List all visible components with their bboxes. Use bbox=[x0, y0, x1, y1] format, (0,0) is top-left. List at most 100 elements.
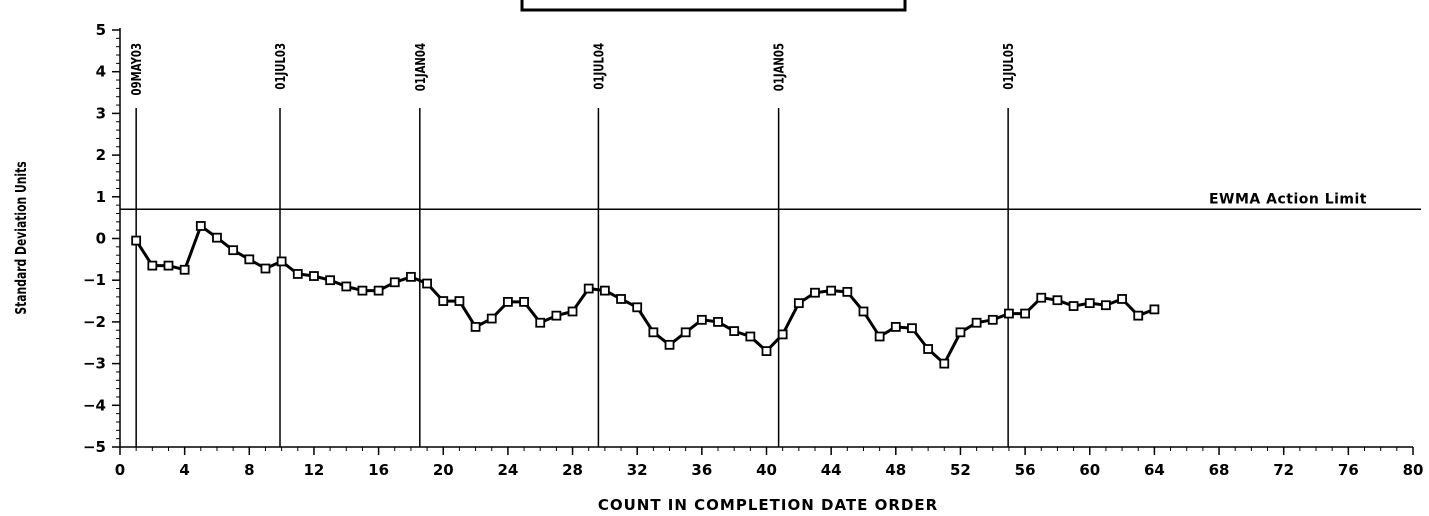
data-point-marker bbox=[987, 314, 998, 325]
series-layer bbox=[131, 221, 1160, 369]
data-point-marker bbox=[389, 277, 400, 288]
data-point-marker bbox=[195, 221, 206, 231]
data-point-marker bbox=[260, 263, 271, 274]
action-limit-label: EWMA Action Limit bbox=[1209, 191, 1367, 207]
x-tick-label: 4 bbox=[179, 461, 189, 479]
data-point-marker bbox=[1133, 310, 1144, 321]
data-point-marker bbox=[406, 271, 416, 282]
y-tick-label: −4 bbox=[83, 396, 106, 414]
data-point-marker bbox=[276, 256, 287, 267]
data-point-marker bbox=[535, 317, 546, 328]
x-tick-label: 48 bbox=[885, 461, 906, 479]
data-point-marker bbox=[874, 331, 885, 342]
data-point-marker bbox=[761, 346, 772, 356]
data-point-marker bbox=[244, 254, 255, 265]
x-tick-label: 44 bbox=[821, 461, 842, 479]
data-point-marker bbox=[713, 316, 723, 327]
x-tick-label: 0 bbox=[115, 461, 125, 479]
data-point-marker bbox=[907, 323, 917, 334]
date-reference-label: 01JAN04 bbox=[413, 43, 429, 91]
data-point-marker bbox=[325, 275, 336, 286]
data-point-marker bbox=[939, 358, 950, 369]
x-tick-label: 56 bbox=[1015, 461, 1036, 479]
data-point-marker bbox=[292, 269, 303, 279]
date-reference-label: 01JUL03 bbox=[273, 43, 289, 90]
date-reference-label: 01JUL05 bbox=[1001, 43, 1017, 90]
x-tick-label: 32 bbox=[627, 461, 648, 479]
y-tick-label: −2 bbox=[83, 313, 106, 331]
data-point-marker bbox=[632, 302, 643, 313]
data-point-marker bbox=[163, 260, 174, 271]
data-point-marker bbox=[1101, 300, 1111, 311]
data-point-marker bbox=[373, 285, 384, 296]
data-point-marker bbox=[131, 235, 142, 246]
data-point-marker bbox=[309, 271, 319, 281]
y-axis-title: Standard Deviation Units bbox=[13, 161, 30, 314]
x-axis-title: COUNT IN COMPLETION DATE ORDER bbox=[598, 496, 938, 514]
data-point-marker bbox=[729, 326, 740, 336]
data-point-marker bbox=[228, 245, 239, 256]
data-point-marker bbox=[745, 331, 756, 342]
data-point-marker bbox=[422, 278, 432, 289]
data-point-marker bbox=[486, 313, 497, 324]
y-tick-label: 5 bbox=[96, 21, 106, 39]
x-tick-label: 24 bbox=[497, 461, 518, 479]
data-point-marker bbox=[955, 327, 966, 338]
data-point-marker bbox=[567, 306, 578, 317]
data-point-marker bbox=[357, 285, 368, 296]
y-tick-label: 3 bbox=[96, 104, 106, 122]
data-point-marker bbox=[826, 285, 837, 296]
data-point-marker bbox=[810, 287, 820, 298]
data-point-marker bbox=[1004, 308, 1014, 319]
x-tick-label: 8 bbox=[244, 461, 254, 479]
data-point-marker bbox=[341, 281, 352, 292]
x-tick-label: 40 bbox=[756, 461, 777, 479]
x-tick-label: 76 bbox=[1338, 461, 1359, 479]
data-point-marker bbox=[212, 232, 222, 243]
data-point-marker bbox=[438, 296, 449, 306]
x-tick-label: 64 bbox=[1144, 461, 1165, 479]
x-tick-label: 12 bbox=[304, 461, 325, 479]
data-point-marker bbox=[696, 314, 707, 325]
data-point-marker bbox=[519, 296, 529, 307]
x-tick-label: 80 bbox=[1403, 461, 1424, 479]
y-tick-label: 0 bbox=[96, 230, 106, 248]
reference-lines: EWMA Action Limit 09MAY03 01JUL03 01JAN04 01… bbox=[120, 43, 1421, 447]
y-tick-label: 4 bbox=[96, 63, 106, 81]
y-tick-label: −5 bbox=[83, 438, 106, 456]
data-point-marker bbox=[1052, 295, 1063, 306]
data-point-marker bbox=[1084, 298, 1095, 309]
date-reference-label: 09MAY03 bbox=[129, 43, 145, 95]
y-tick-label: −3 bbox=[83, 355, 106, 373]
series-line bbox=[134, 224, 1155, 366]
x-tick-label: 72 bbox=[1273, 461, 1294, 479]
x-tick-label: 52 bbox=[950, 461, 971, 479]
data-point-marker bbox=[971, 317, 982, 328]
data-point-marker bbox=[858, 306, 869, 317]
date-reference-label: 01JAN05 bbox=[771, 43, 787, 91]
x-tick-label: 28 bbox=[562, 461, 583, 479]
data-point-marker bbox=[648, 327, 659, 338]
data-point-marker bbox=[842, 286, 853, 297]
data-point-marker bbox=[1117, 294, 1127, 304]
data-point-marker bbox=[1020, 308, 1030, 319]
data-point-marker bbox=[616, 294, 626, 304]
date-reference-label: 01JUL04 bbox=[591, 43, 607, 90]
data-point-marker bbox=[680, 327, 691, 338]
y-tick-label: 1 bbox=[96, 188, 106, 206]
data-point-marker bbox=[179, 264, 190, 275]
x-tick-label: 68 bbox=[1209, 461, 1230, 479]
data-point-marker bbox=[664, 339, 675, 350]
y-tick-label: −1 bbox=[83, 271, 106, 289]
x-tick-label: 36 bbox=[691, 461, 712, 479]
data-point-marker bbox=[1036, 292, 1047, 303]
data-point-marker bbox=[890, 322, 901, 332]
x-tick-label: 16 bbox=[368, 461, 389, 479]
data-point-marker bbox=[147, 260, 158, 271]
data-point-marker bbox=[502, 296, 513, 307]
data-point-marker bbox=[793, 298, 804, 309]
data-point-marker bbox=[551, 310, 562, 321]
data-point-marker bbox=[454, 296, 465, 306]
